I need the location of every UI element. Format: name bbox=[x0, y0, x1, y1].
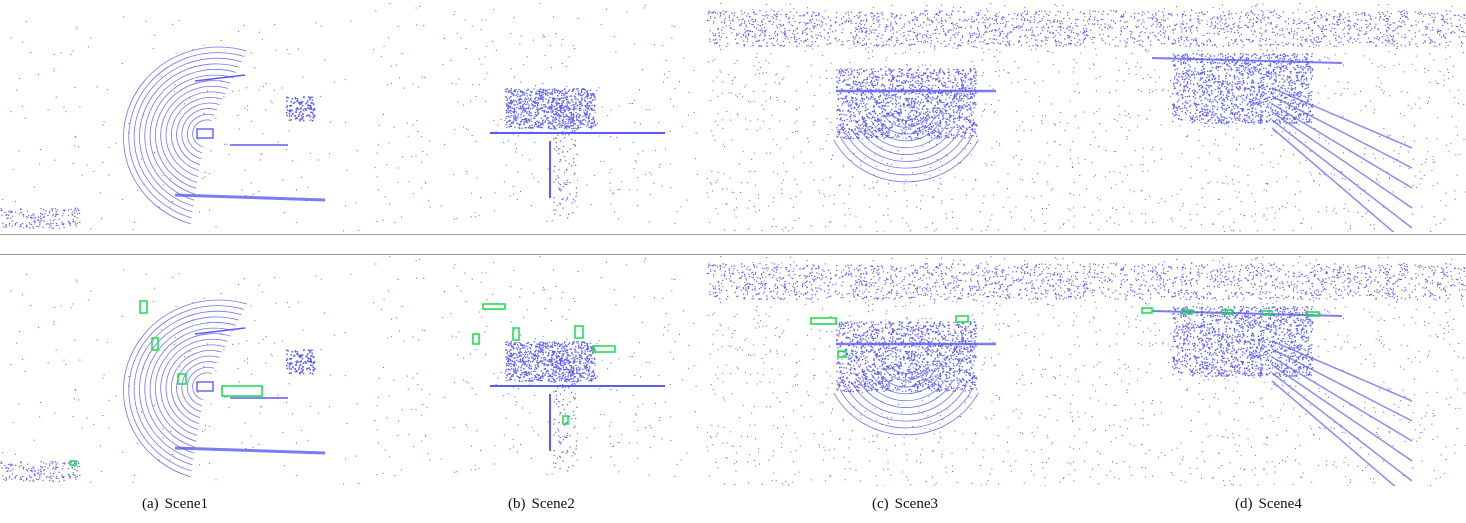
detection-box bbox=[592, 345, 616, 353]
point-cloud-image bbox=[706, 256, 1081, 486]
point-cloud-image bbox=[373, 3, 699, 224]
scene3-point-cloud-panel bbox=[706, 3, 1081, 232]
caption-text: Scene1 bbox=[164, 496, 208, 512]
detection-box bbox=[1141, 307, 1153, 314]
detection-box bbox=[837, 350, 847, 358]
detection-box bbox=[1221, 309, 1233, 315]
detection-box bbox=[177, 373, 187, 385]
point-cloud-image bbox=[0, 16, 360, 232]
detection-box bbox=[69, 460, 77, 466]
caption-scene4: (d) Scene4 bbox=[1235, 496, 1308, 513]
scene4-point-cloud-with-detections-panel bbox=[1082, 256, 1466, 486]
point-cloud-image bbox=[706, 3, 1081, 232]
scene1-point-cloud-with-detections-panel bbox=[0, 256, 360, 486]
row-divider-top bbox=[0, 234, 1466, 235]
scene3-point-cloud-with-detections-panel bbox=[706, 256, 1081, 486]
caption-label: (a) bbox=[142, 496, 159, 512]
scene1-point-cloud-panel bbox=[0, 3, 360, 232]
detection-box bbox=[139, 300, 148, 314]
scene2-point-cloud-panel bbox=[365, 3, 705, 232]
detection-box bbox=[1306, 311, 1320, 317]
detection-box bbox=[1181, 309, 1193, 315]
detection-box bbox=[151, 337, 159, 351]
caption-text: Scene2 bbox=[531, 496, 575, 512]
detection-box bbox=[221, 385, 263, 397]
detection-box bbox=[512, 327, 520, 341]
detection-box bbox=[482, 303, 506, 310]
caption-label: (c) bbox=[872, 496, 889, 512]
point-cloud-image bbox=[1082, 256, 1466, 486]
point-cloud-image bbox=[0, 269, 360, 485]
detection-box bbox=[955, 315, 969, 323]
caption-text: Scene4 bbox=[1258, 496, 1302, 512]
detection-box bbox=[472, 333, 480, 345]
caption-scene2: (b) Scene2 bbox=[508, 496, 581, 513]
detection-box bbox=[562, 415, 569, 425]
scene4-point-cloud-panel bbox=[1082, 3, 1466, 232]
caption-text: Scene3 bbox=[894, 496, 938, 512]
caption-label: (d) bbox=[1235, 496, 1253, 512]
detection-box bbox=[1261, 310, 1273, 316]
point-cloud-image bbox=[1082, 3, 1466, 232]
caption-scene3: (c) Scene3 bbox=[872, 496, 944, 513]
point-cloud-image bbox=[373, 256, 699, 477]
caption-label: (b) bbox=[508, 496, 526, 512]
caption-scene1: (a) Scene1 bbox=[142, 496, 214, 513]
detection-box bbox=[810, 317, 837, 325]
detection-box bbox=[574, 325, 584, 339]
row-divider-bottom bbox=[0, 254, 1466, 255]
scene2-point-cloud-with-detections-panel bbox=[365, 256, 705, 486]
